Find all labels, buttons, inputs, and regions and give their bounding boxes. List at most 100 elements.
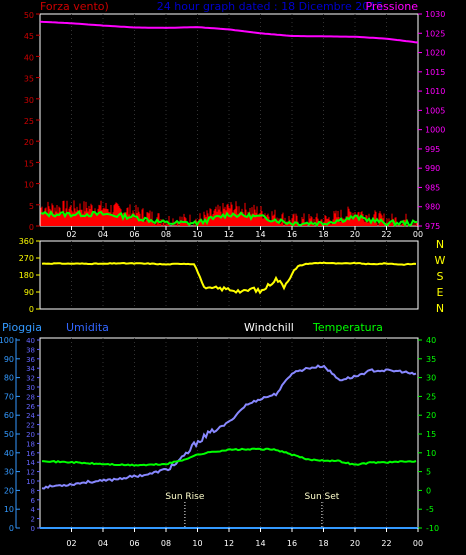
wind-panel-grid <box>71 14 387 226</box>
humidity-tick-label: 24 <box>26 412 35 420</box>
temperature-tick-label: -10 <box>426 524 439 533</box>
pressure-tick-label: 1000 <box>425 126 445 135</box>
time-tick-label: 20 <box>350 539 360 548</box>
pressure-tick-label: 990 <box>425 164 440 173</box>
wind-tick-label: 40 <box>24 53 34 62</box>
rain-tick-label: 60 <box>4 411 14 420</box>
rain-axis: 0 10 20 30 40 50 60 70 80 90 100 <box>0 336 20 533</box>
rain-tick-label: 40 <box>4 449 14 458</box>
time-tick-label: 04 <box>98 539 108 548</box>
temperature-tick-label: 15 <box>426 430 436 439</box>
direction-tick-label: 0 <box>29 305 34 314</box>
temperature-tick-label: 10 <box>426 449 436 458</box>
direction-axis: 0 90 180 270 360 <box>19 237 40 314</box>
humidity-tick-label: 38 <box>26 346 35 354</box>
pressure-axis-label: Pressione <box>366 0 419 13</box>
time-tick-label: 06 <box>129 230 139 239</box>
temperature-line <box>41 447 417 467</box>
humidity-tick-label: 8 <box>31 487 35 495</box>
temperature-axis: -10 -5 0 5 10 15 20 25 30 35 40 <box>418 336 439 533</box>
wind-tick-label: 0 <box>29 223 34 232</box>
time-tick-label: 02 <box>66 230 76 239</box>
rain-tick-label: 10 <box>4 505 14 514</box>
rain-tick-label: 20 <box>4 486 14 495</box>
wind-tick-label: 15 <box>24 159 34 168</box>
temperature-tick-label: -5 <box>426 505 434 514</box>
rain-tick-label: 0 <box>9 524 14 533</box>
pressure-tick-label: 980 <box>425 203 440 212</box>
humidity-tick-label: 40 <box>26 337 35 345</box>
direction-tick-label: 90 <box>24 288 34 297</box>
time-tick-label: 14 <box>255 539 265 548</box>
time-tick-label: 08 <box>161 539 171 548</box>
time-tick-label: 02 <box>66 539 76 548</box>
temperature-tick-label: 40 <box>426 336 436 345</box>
rain-tick-label: 100 <box>0 336 14 345</box>
humidity-tick-label: 32 <box>26 375 35 383</box>
wind-tick-label: 35 <box>24 75 34 84</box>
humidity-tick-label: 2 <box>31 516 35 524</box>
compass-letter: N <box>436 238 444 251</box>
wind-tick-label: 5 <box>29 202 34 211</box>
humidity-tick-label: 28 <box>26 393 35 401</box>
humidity-tick-label: 36 <box>26 356 35 364</box>
pressure-axis: 975 980 985 990 995 1000 1005 1010 1015 1020 1025 1… <box>418 10 445 231</box>
humidity-tick-label: 10 <box>26 478 35 486</box>
time-tick-label: 20 <box>350 230 360 239</box>
wind-tick-label: 25 <box>24 117 34 126</box>
temperature-tick-label: 25 <box>426 392 436 401</box>
time-tick-label: 18 <box>318 539 328 548</box>
pressure-tick-label: 1020 <box>425 49 445 58</box>
wind-direction-line <box>41 261 417 295</box>
compass-letter: W <box>435 254 446 267</box>
temperature-tick-label: 5 <box>426 468 431 477</box>
temperature-label: Temperatura <box>312 321 383 334</box>
time-tick-label: 16 <box>287 230 297 239</box>
humidity-tick-label: 30 <box>26 384 35 392</box>
rain-tick-label: 50 <box>4 430 14 439</box>
wind-tick-label: 45 <box>24 32 34 41</box>
wind-tick-label: 10 <box>24 181 34 190</box>
wind-axis-label: Forza vento) <box>40 0 109 13</box>
rain-tick-label: 80 <box>4 374 14 383</box>
pressure-tick-label: 985 <box>425 183 440 192</box>
wind-tick-label: 30 <box>24 96 34 105</box>
compass-letter: N <box>436 302 444 315</box>
rain-tick-label: 70 <box>4 392 14 401</box>
pressure-tick-label: 1025 <box>425 29 445 38</box>
humidity-tick-label: 34 <box>26 365 35 373</box>
compass-letter: E <box>437 286 444 299</box>
humidity-tick-label: 6 <box>31 497 36 505</box>
compass-letter: S <box>437 270 444 283</box>
wind-speed-axis: 0 5 10 15 20 25 30 35 40 45 50 <box>24 11 40 232</box>
rain-label: Pioggia <box>2 321 42 334</box>
humidity-line <box>41 364 417 490</box>
humidity-tick-label: 4 <box>31 506 36 514</box>
humidity-tick-label: 12 <box>26 469 35 477</box>
rain-tick-label: 30 <box>4 468 14 477</box>
time-tick-label: 10 <box>192 230 202 239</box>
time-axis-labels: 02 02 04 04 06 06 08 08 10 10 12 12 14 14 16 16 18 18 20 20… <box>66 226 423 548</box>
time-tick-label: 04 <box>98 230 108 239</box>
pressure-line <box>39 20 419 44</box>
humidity-label: Umidita <box>66 321 109 334</box>
time-tick-label: 12 <box>224 230 234 239</box>
time-tick-label: 12 <box>224 539 234 548</box>
chart-title: 24 hour graph dated : 18 Dicembre 2015 <box>157 0 383 13</box>
humidity-tick-label: 0 <box>31 525 35 533</box>
temperature-tick-label: 35 <box>426 355 436 364</box>
pressure-tick-label: 1030 <box>425 10 445 19</box>
pressure-tick-label: 1005 <box>425 106 445 115</box>
time-tick-label: 00 <box>413 230 423 239</box>
temperature-tick-label: 0 <box>426 486 431 495</box>
time-tick-label: 14 <box>255 230 265 239</box>
humidity-tick-label: 26 <box>26 403 35 411</box>
wind-tick-label: 50 <box>24 11 34 20</box>
direction-tick-label: 270 <box>19 254 34 263</box>
time-tick-label: 00 <box>413 539 423 548</box>
average-wind-line <box>40 209 418 228</box>
